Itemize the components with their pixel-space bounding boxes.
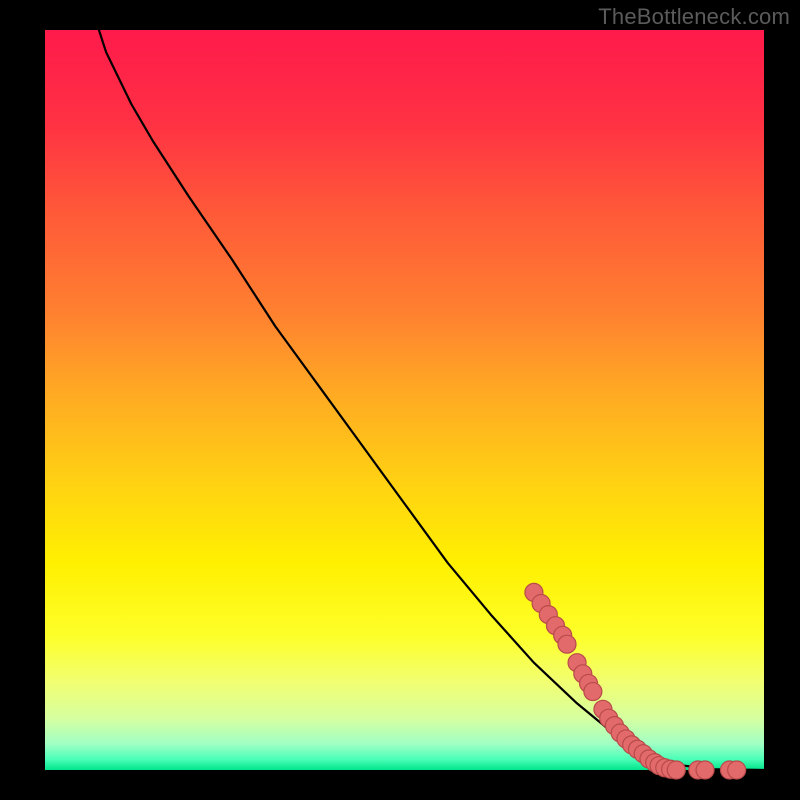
data-marker <box>584 683 602 701</box>
chart-frame: TheBottleneck.com <box>0 0 800 800</box>
data-marker <box>696 761 714 779</box>
data-marker <box>667 761 685 779</box>
gradient-chart <box>0 0 800 800</box>
data-marker <box>728 761 746 779</box>
watermark-text: TheBottleneck.com <box>598 4 790 30</box>
data-marker <box>558 635 576 653</box>
